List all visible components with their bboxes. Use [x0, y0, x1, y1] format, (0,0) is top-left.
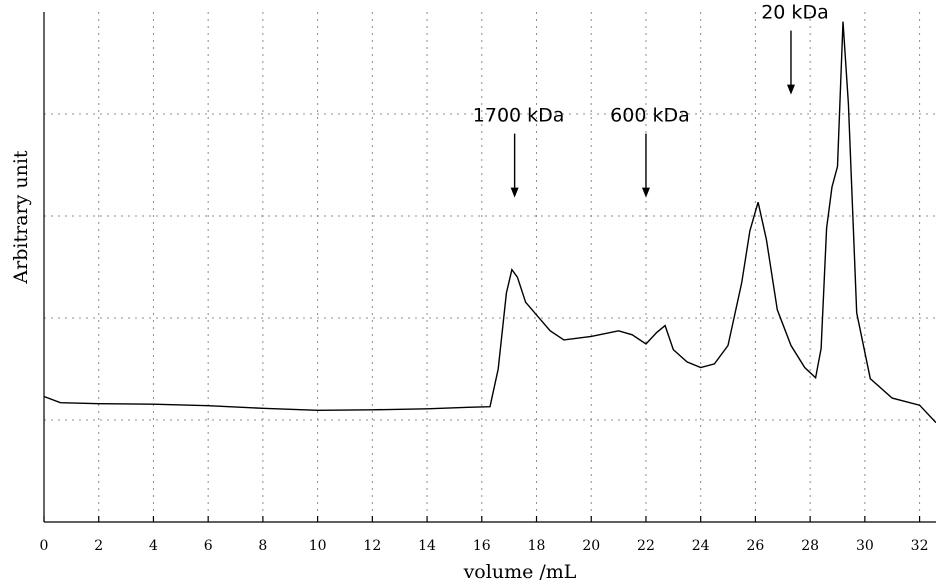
annotation-label: 20 kDa — [761, 2, 829, 24]
peak-annotation: 1700 kDa — [473, 105, 565, 198]
x-tick-label: 10 — [309, 538, 327, 554]
x-ticks: 0 2 4 6 8 10 12 14 16 18 20 22 24 26 28 30 32 — [40, 516, 929, 554]
x-tick-label: 30 — [856, 538, 874, 554]
annotations: 1700 kDa 600 kDa 20 kDa — [473, 2, 829, 198]
x-tick-label: 4 — [149, 538, 158, 554]
x-tick-label: 8 — [258, 538, 267, 554]
x-tick-label: 6 — [204, 538, 213, 554]
x-tick-label: 32 — [911, 538, 929, 554]
axes — [43, 12, 936, 523]
x-axis-title: volume /mL — [463, 561, 577, 582]
annotation-label: 1700 kDa — [473, 105, 565, 127]
x-tick-label: 26 — [746, 538, 764, 554]
arrow-down-icon — [510, 187, 519, 198]
x-tick-label: 2 — [94, 538, 103, 554]
x-tick-label: 16 — [473, 538, 491, 554]
x-tick-label: 12 — [363, 538, 381, 554]
x-tick-label: 20 — [582, 538, 600, 554]
x-tick-label: 22 — [637, 538, 655, 554]
x-tick-label: 18 — [528, 538, 546, 554]
x-tick-label: 0 — [40, 538, 49, 554]
arrow-down-icon — [786, 84, 795, 95]
x-tick-label: 28 — [801, 538, 819, 554]
grid-lines — [44, 12, 936, 522]
y-axis-title: Arbitrary unit — [10, 150, 32, 284]
chromatogram-trace — [43, 21, 936, 424]
x-tick-label: 24 — [692, 538, 710, 554]
annotation-label: 600 kDa — [610, 105, 690, 127]
peak-annotation: 600 kDa — [610, 105, 690, 198]
trace-layer — [43, 21, 936, 424]
x-tick-label: 14 — [418, 538, 436, 554]
arrow-down-icon — [641, 187, 650, 198]
peak-annotation: 20 kDa — [761, 2, 829, 95]
